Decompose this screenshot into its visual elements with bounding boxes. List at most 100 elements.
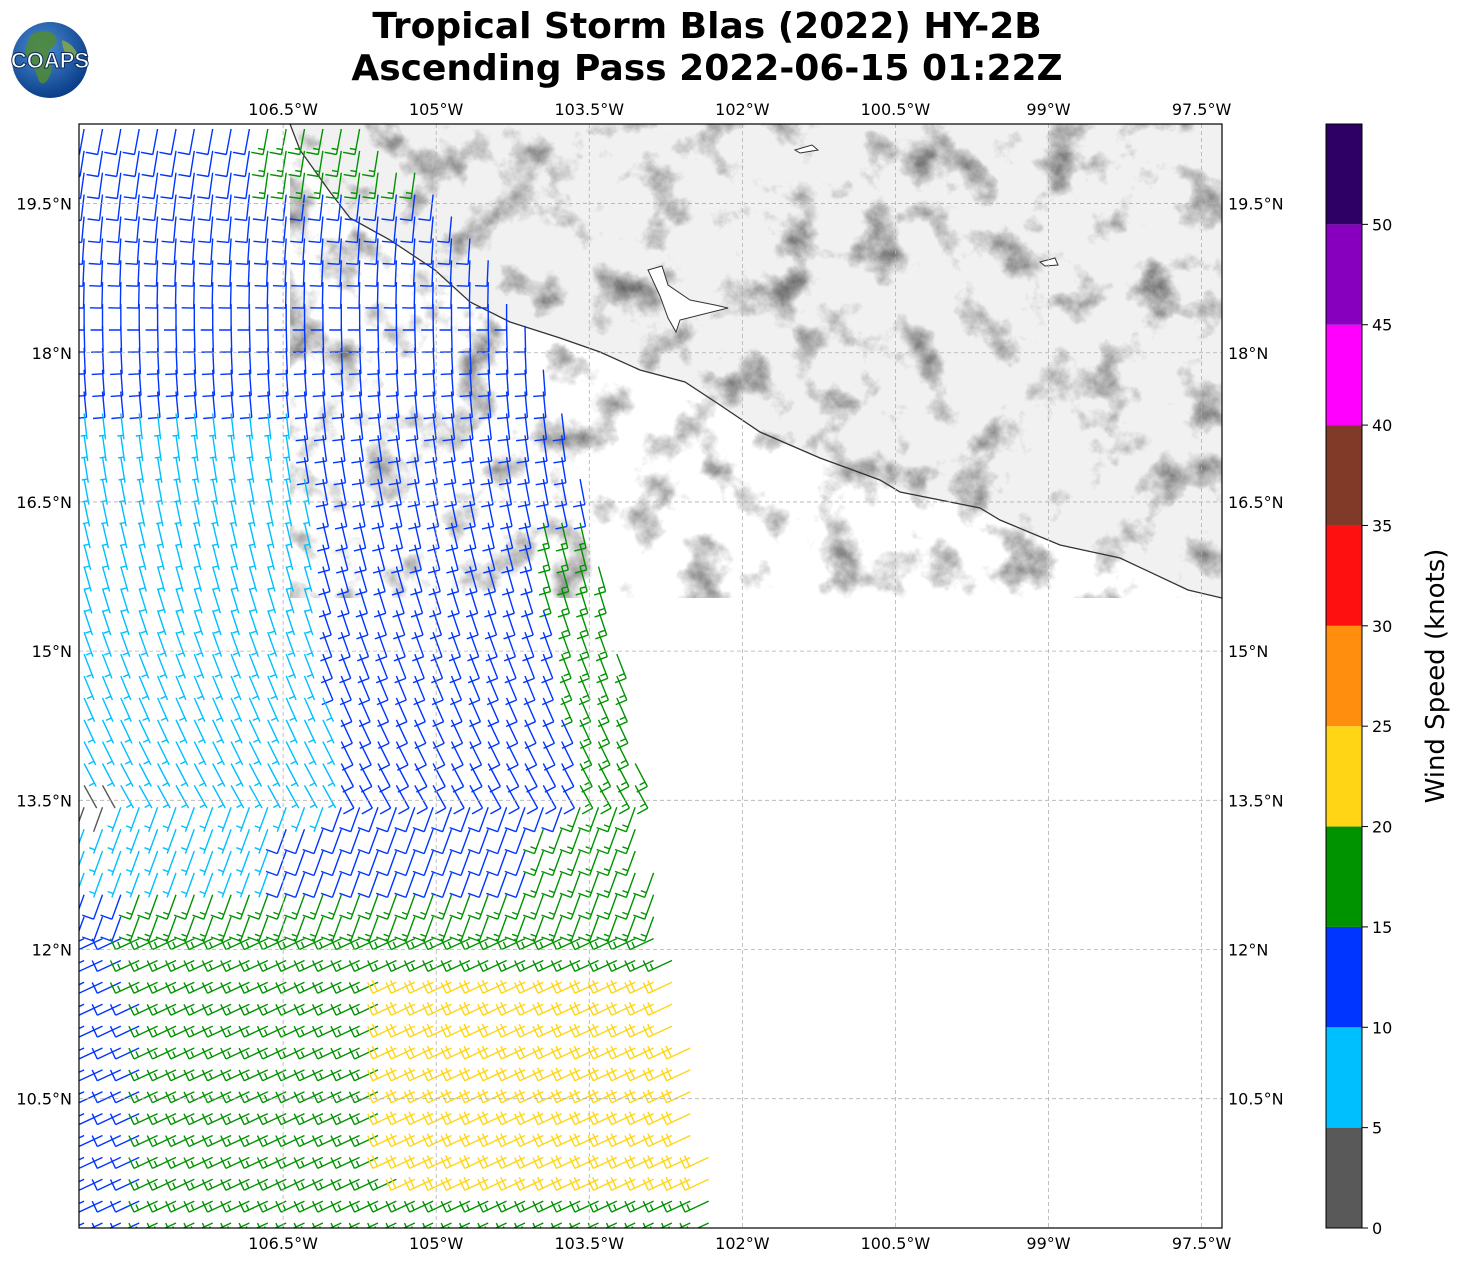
wind-barb [389,478,402,508]
lon-tick-label-top: 105°W [409,100,464,119]
wind-barb [178,172,195,200]
wind-barb [216,216,232,244]
wind-barb [380,172,398,200]
wind-barb [193,631,204,657]
wind-barb [109,1156,140,1170]
wind-barb [89,282,104,309]
wind-barb [254,850,269,876]
wind-barb [458,959,489,973]
wind-barb [624,1200,654,1213]
wind-barb [541,872,563,899]
wind-barb [330,1156,360,1170]
wind-barb [522,828,544,855]
wind-barb [399,194,416,222]
wind-barb [212,588,222,614]
wind-barb [578,850,600,877]
lat-tick-label-left: 16.5°N [16,493,72,512]
wind-barb [403,937,434,951]
wind-barb [329,304,342,331]
wind-barb [340,785,355,815]
wind-barb [164,325,178,353]
colorbar-segment [1326,224,1362,325]
wind-barb [642,980,673,994]
wind-barb [394,653,407,684]
wind-barb [449,807,471,833]
wind-barb [330,959,360,973]
wind-barb [183,981,213,994]
wind-barb [414,697,426,728]
wind-barb [339,850,361,877]
wind-barb [83,763,97,787]
wind-barb [155,916,177,942]
wind-barb [303,719,317,744]
wind-barb [311,1156,342,1170]
wind-barb [290,216,306,244]
wind-barb [267,785,282,809]
wind-barb [504,872,526,899]
wind-barb [320,807,342,833]
wind-barb [120,763,134,787]
wind-barb [256,1069,287,1082]
lon-tick-label-bottom: 103.5°W [554,1234,624,1253]
wind-barb [293,937,324,951]
wind-barb [536,478,549,508]
wind-barb [293,347,307,376]
wind-barb [291,807,306,832]
wind-barb [161,194,177,222]
wind-barb [596,872,618,899]
wind-barb [358,785,373,815]
wind-barb [302,872,324,899]
wind-barb [642,1023,673,1038]
wind-barb [316,500,329,530]
wind-barb [183,1134,213,1148]
wind-barb [560,675,573,706]
wind-barb [309,238,324,265]
wind-barb [267,763,281,787]
wind-barb [362,172,379,200]
wind-barb [236,872,251,898]
wind-barb [267,741,281,766]
wind-barb [679,1200,709,1213]
wind-barb [165,1156,195,1170]
wind-barb [146,1003,177,1016]
wind-barb [82,478,90,505]
wind-barb [522,850,544,877]
wind-barb [333,457,347,486]
wind-barb [375,850,398,877]
wind-barb [541,807,563,833]
colorbar-segment [1326,1027,1362,1128]
wind-barb [477,347,491,376]
wind-barb [605,1200,636,1213]
wind-barb [370,457,383,486]
wind-barb [449,850,471,877]
wind-barb [335,522,348,552]
wind-barb [329,325,343,353]
wind-barb [339,872,361,899]
wind-barb [156,697,169,722]
wind-barb [193,610,204,636]
colorbar-segment [1326,425,1362,526]
wind-barb [91,347,105,376]
wind-barb [238,1178,269,1191]
wind-barb [254,260,269,287]
wind-barb [252,172,269,200]
wind-barb [237,303,251,331]
wind-barb [270,150,287,178]
wind-barb [385,347,399,376]
wind-barb [476,325,490,353]
wind-barb [503,631,517,662]
wind-barb [200,282,214,309]
wind-barb [448,610,461,640]
wind-barb [439,304,453,331]
wind-barb [578,653,591,684]
wind-barb [293,1134,324,1148]
wind-barb [616,719,629,750]
wind-barb [634,785,649,815]
wind-barb [284,828,306,855]
wind-barb [125,828,140,854]
wind-barb [124,194,140,222]
wind-barb [412,807,434,833]
wind-barb [587,937,618,951]
wind-barb [220,1200,250,1213]
colorbar-tick-label: 0 [1372,1219,1382,1238]
